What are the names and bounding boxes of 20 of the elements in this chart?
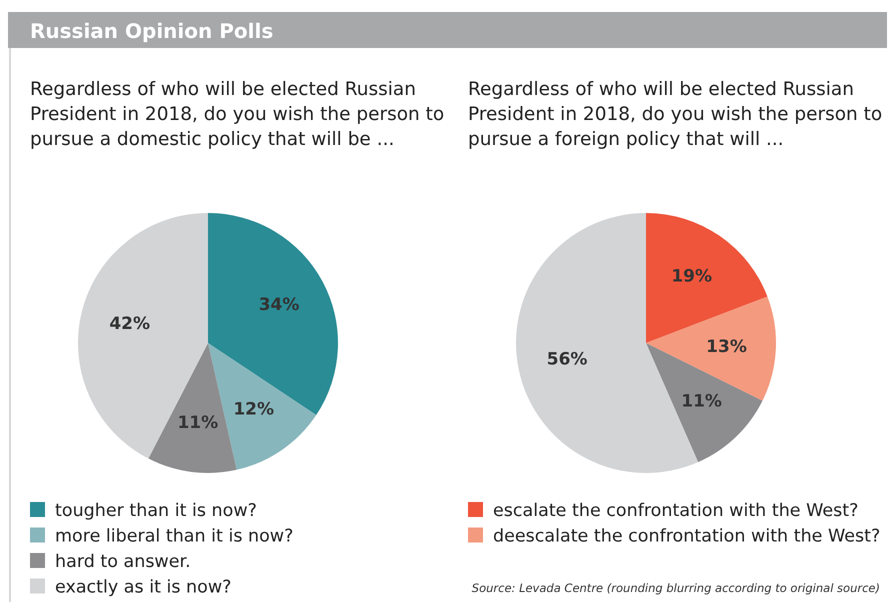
data-label: 11% xyxy=(177,412,218,433)
chart-subtitle: Regardless of who will be elected Russian President in 2018, do you wish the person to pursue a foreign policy that will ... xyxy=(468,79,882,150)
pie-slice xyxy=(208,213,338,416)
source-note: Source: Levada Centre (rounding blurring according to original source) xyxy=(472,581,880,595)
data-label: 12% xyxy=(233,399,274,420)
chart-subtitle: Regardless of who will be elected Russian President in 2018, do you wish the person to pursue a domestic policy that will be ... xyxy=(30,79,444,150)
data-label: 34% xyxy=(258,294,300,315)
pie-slice xyxy=(148,343,237,473)
chart-title: Russian Opinion Polls xyxy=(30,19,274,43)
legend-label: tougher than it is now? xyxy=(55,501,257,521)
data-label: 11% xyxy=(681,391,722,412)
legend-label: more liberal than it is now? xyxy=(55,526,294,546)
legend-label: hard to answer. xyxy=(55,552,191,572)
legend-label: exactly as it is now? xyxy=(55,578,232,598)
data-label: 19% xyxy=(671,266,712,287)
data-label: 13% xyxy=(706,336,747,357)
data-label: 42% xyxy=(109,314,150,334)
legend-label: escalate the confrontation with the West? xyxy=(493,501,858,521)
legend-label: deescalate the confrontation with the West? xyxy=(493,526,880,546)
data-label: 56% xyxy=(546,350,588,370)
